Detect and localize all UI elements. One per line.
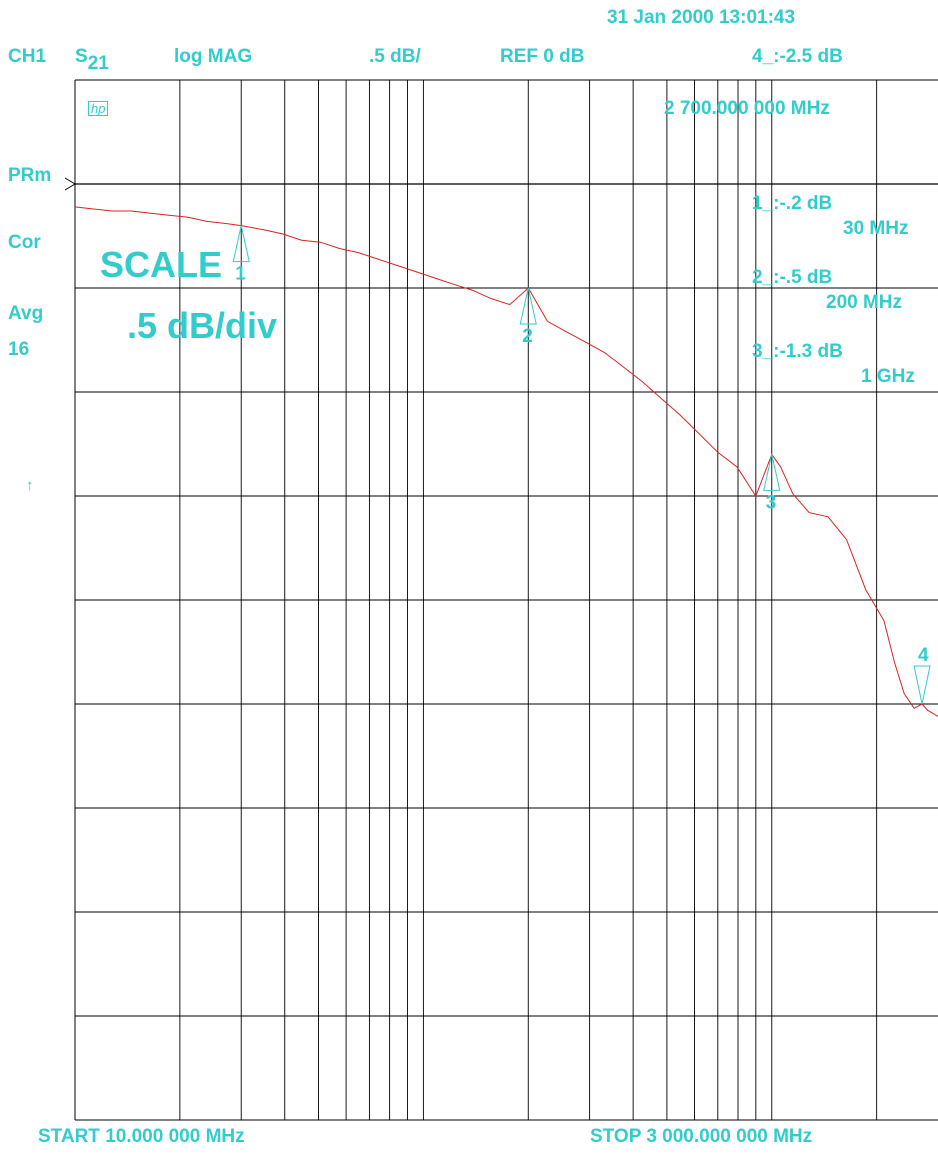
marker-4-triangle-icon [913,665,931,705]
cor-annotation: Cor [8,232,41,253]
parameter-letter: S [75,46,88,67]
marker-1-triangle-icon [232,225,250,263]
marker-3-number: 3 [766,492,777,513]
marker-2-number: 2 [522,326,533,347]
avg-count: 16 [8,339,30,360]
marker-1-number: 1 [235,264,246,285]
stop-frequency: STOP 3 000.000 000 MHz [590,1126,813,1147]
graticule [74,79,938,1121]
marker-2-triangle-icon [519,287,537,325]
marker-2-frequency: 200 MHz [826,292,903,313]
hp-logo: hp [88,101,109,116]
marker-3-frequency: 1 GHz [861,366,915,387]
reference-label: REF 0 dB [500,46,585,67]
marker-3-readout: 3_:-1.3 dB [752,341,843,362]
parameter-subscript: 21 [87,53,109,74]
parameter-label: S21 [75,47,109,73]
prm-annotation: PRm [8,165,52,186]
scale-title: SCALE [100,244,223,285]
trace-line [74,206,938,717]
arrow-up-icon: ↑ [26,477,34,494]
active-marker-frequency: 2 700.000 000 MHz [664,98,830,119]
scale-label: .5 dB/ [369,46,421,67]
marker-1-frequency: 30 MHz [843,218,909,239]
start-frequency: START 10.000 000 MHz [38,1126,245,1147]
marker-3-triangle-icon [763,454,781,491]
channel-label: CH1 [8,46,47,67]
avg-annotation: Avg [8,303,44,324]
marker-1-readout: 1_:-.2 dB [752,193,833,214]
timestamp: 31 Jan 2000 13:01:43 [607,7,796,28]
reference-pointer-icon [64,177,76,191]
marker-4-number: 4 [918,645,929,666]
scale-value: .5 dB/div [127,305,278,346]
marker-2-readout: 2_:-.5 dB [752,267,833,288]
marker-glyphs: 1 2 3 4 [232,225,931,705]
active-marker-readout: 4_:-2.5 dB [752,46,843,67]
format-label: log MAG [174,46,253,67]
